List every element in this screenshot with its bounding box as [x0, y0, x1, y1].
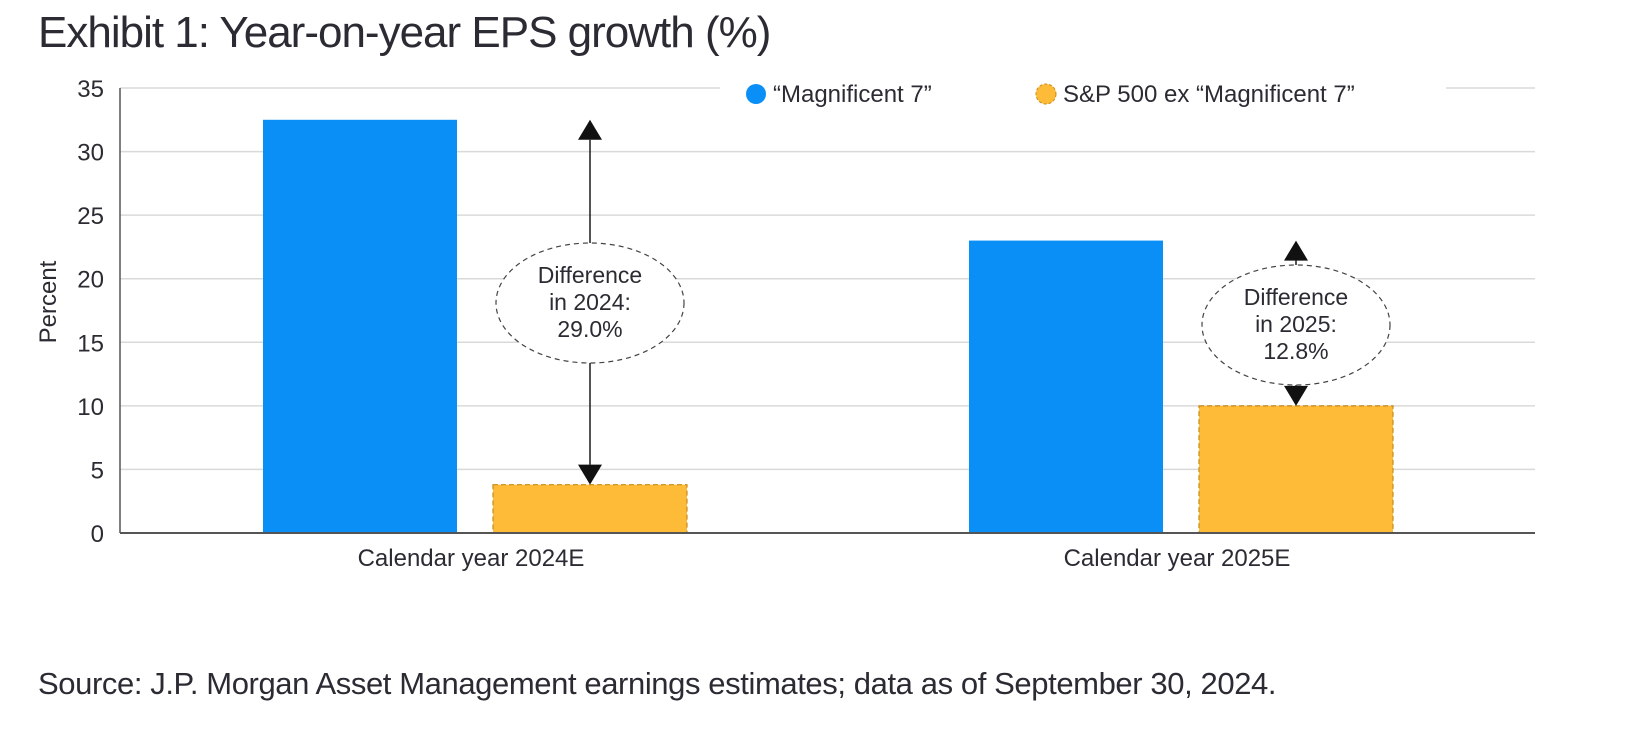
legend-swatch-magnificent-7	[746, 84, 766, 104]
legend-label-magnificent-7: “Magnificent 7”	[773, 81, 932, 108]
difference-callout-text: in 2024:	[549, 289, 631, 315]
legend-background	[720, 74, 1446, 112]
legend: “Magnificent 7” S&P 500 ex “Magnificent …	[720, 74, 1446, 112]
y-tick-label: 0	[91, 521, 104, 548]
difference-callout	[1201, 264, 1391, 386]
bar-sp500-ex-magnificent-7	[1198, 405, 1394, 534]
bar-sp500-ex-magnificent-7	[492, 484, 688, 534]
arrowhead-up	[578, 119, 602, 140]
difference-callout-text: 29.0%	[557, 316, 622, 342]
difference-callout	[495, 242, 685, 364]
y-tick-label: 30	[77, 140, 104, 167]
y-tick-label: 35	[77, 76, 104, 103]
difference-callout-text: Difference	[1244, 284, 1348, 310]
difference-callout-text: Difference	[538, 262, 642, 288]
y-tick-label: 5	[91, 457, 104, 484]
x-tick-label: Calendar year 2024E	[358, 545, 585, 572]
x-tick-label: Calendar year 2025E	[1064, 545, 1291, 572]
y-axis-label: Percent	[35, 260, 62, 343]
arrowhead-down	[1284, 385, 1308, 406]
legend-swatch-sp500-ex-magnificent-7	[1035, 83, 1057, 105]
bar-magnificent-7	[263, 119, 457, 534]
legend-label-sp500-ex-magnificent-7: S&P 500 ex “Magnificent 7”	[1063, 81, 1355, 108]
y-tick-label: 25	[77, 203, 104, 230]
chart-title: Exhibit 1: Year-on-year EPS growth (%)	[38, 8, 771, 57]
arrowhead-down	[578, 464, 602, 485]
bars	[263, 119, 1394, 534]
difference-callout-text: 12.8%	[1263, 338, 1328, 364]
bar-magnificent-7	[969, 240, 1163, 534]
y-axis-ticks: 0 5 10 15 20 25 30 35	[77, 76, 104, 548]
y-tick-label: 10	[77, 394, 104, 421]
x-axis-categories: Calendar year 2024E Calendar year 2025E	[358, 545, 1291, 572]
arrowhead-up	[1284, 240, 1308, 261]
y-tick-label: 15	[77, 330, 104, 357]
y-tick-label: 20	[77, 267, 104, 294]
difference-callout-text: in 2025:	[1255, 311, 1337, 337]
source-note: Source: J.P. Morgan Asset Management ear…	[38, 666, 1277, 701]
